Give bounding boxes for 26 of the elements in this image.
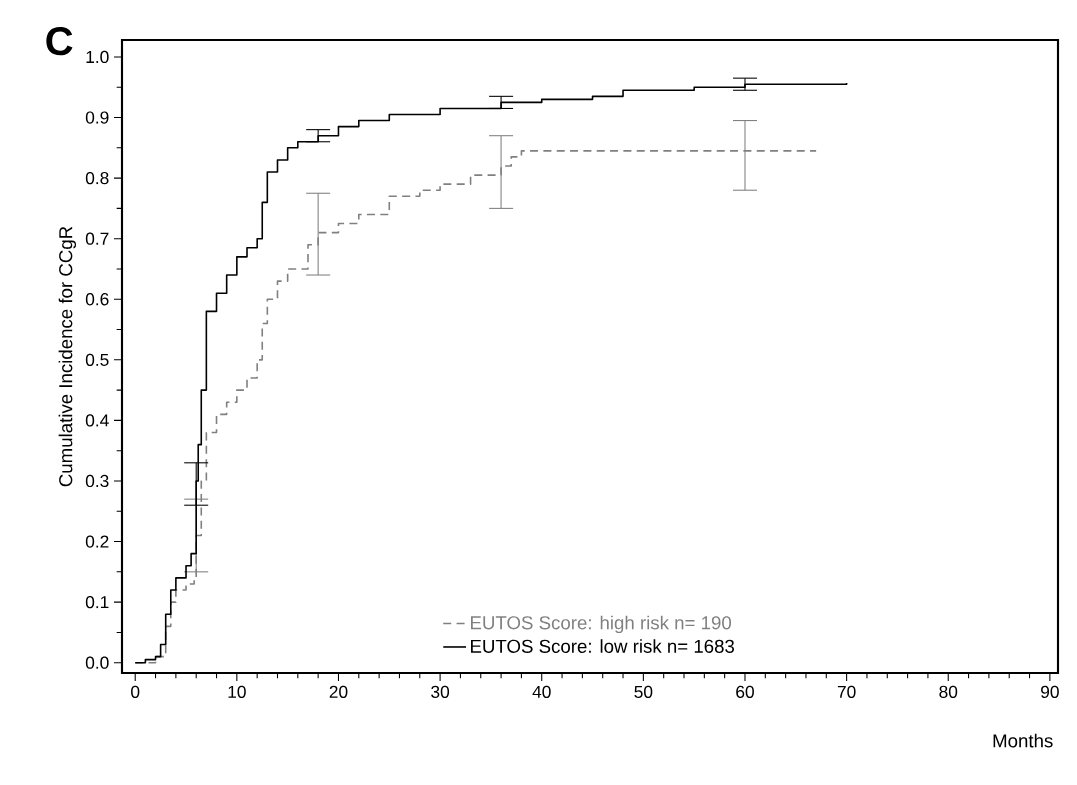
x-tick-label: 90 [1041, 685, 1059, 698]
x-tick-label: 30 [431, 685, 450, 698]
y-axis-title: Cumulative Incidence for CCgR [58, 226, 77, 487]
x-tick-label: 70 [837, 685, 856, 698]
y-tick-label: 0.3 [85, 474, 109, 488]
x-tick-label: 10 [228, 685, 246, 698]
y-tick-label: 0.5 [85, 353, 109, 366]
x-tick-label: 20 [329, 685, 348, 698]
x-tick-label: 0 [131, 685, 140, 698]
y-tick-label: 0.6 [85, 293, 109, 306]
y-tick-label: 0.7 [85, 232, 109, 245]
x-tick-label: 40 [532, 685, 551, 698]
y-tick-label: 0.9 [85, 111, 109, 124]
x-tick-label: 80 [939, 685, 958, 698]
y-tick-label: 0.4 [85, 414, 109, 427]
y-tick-label: 0.2 [85, 535, 109, 548]
legend-label: EUTOS Score: low risk n= 1683 [471, 639, 735, 653]
y-tick-label: 1.0 [86, 50, 109, 64]
y-tick-label: 0.1 [85, 595, 109, 609]
x-axis-title: Months [993, 733, 1053, 748]
x-tick-label: 50 [634, 685, 653, 698]
y-tick-label: 0.8 [85, 171, 109, 185]
x-tick-label: 60 [736, 685, 754, 698]
text: C [46, 27, 73, 56]
y-tick-label: 0.0 [85, 656, 109, 669]
legend-label: EUTOS Score: high risk n= 190 [471, 615, 732, 634]
